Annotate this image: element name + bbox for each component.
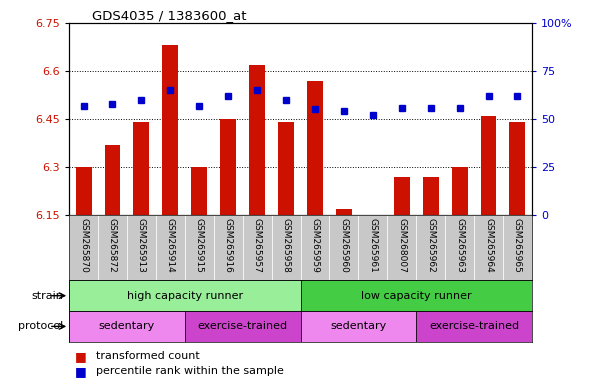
Bar bbox=[445, 215, 474, 280]
Text: GSM265965: GSM265965 bbox=[513, 218, 522, 273]
Text: exercise-trained: exercise-trained bbox=[429, 321, 519, 331]
Bar bbox=[214, 215, 243, 280]
Bar bbox=[249, 65, 265, 215]
Text: strain: strain bbox=[31, 291, 63, 301]
Bar bbox=[278, 122, 294, 215]
Bar bbox=[416, 311, 532, 342]
Bar bbox=[474, 215, 503, 280]
Text: GSM265959: GSM265959 bbox=[311, 218, 320, 273]
Bar bbox=[162, 45, 178, 215]
Bar bbox=[451, 167, 468, 215]
Bar bbox=[243, 215, 272, 280]
Bar bbox=[272, 215, 300, 280]
Bar bbox=[127, 215, 156, 280]
Text: GSM265958: GSM265958 bbox=[281, 218, 290, 273]
Text: GSM265914: GSM265914 bbox=[166, 218, 175, 272]
Bar bbox=[394, 177, 410, 215]
Bar bbox=[329, 215, 358, 280]
Bar bbox=[307, 81, 323, 215]
Bar bbox=[191, 167, 207, 215]
Text: GSM265961: GSM265961 bbox=[368, 218, 377, 273]
Bar bbox=[481, 116, 496, 215]
Text: ■: ■ bbox=[75, 365, 87, 378]
Text: GSM265870: GSM265870 bbox=[79, 218, 88, 273]
Bar bbox=[98, 215, 127, 280]
Text: GSM265957: GSM265957 bbox=[252, 218, 261, 273]
Bar bbox=[69, 215, 98, 280]
Bar bbox=[185, 215, 214, 280]
Text: GSM265963: GSM265963 bbox=[455, 218, 464, 273]
Bar bbox=[133, 122, 150, 215]
Bar bbox=[503, 215, 532, 280]
Bar bbox=[336, 209, 352, 215]
Text: protocol: protocol bbox=[18, 321, 63, 331]
Text: sedentary: sedentary bbox=[330, 321, 386, 331]
Text: ■: ■ bbox=[75, 350, 87, 363]
Bar bbox=[76, 167, 91, 215]
Bar bbox=[300, 215, 329, 280]
Text: GSM265913: GSM265913 bbox=[137, 218, 146, 273]
Bar bbox=[185, 311, 300, 342]
Bar bbox=[69, 280, 300, 311]
Text: exercise-trained: exercise-trained bbox=[198, 321, 288, 331]
Text: high capacity runner: high capacity runner bbox=[127, 291, 243, 301]
Text: transformed count: transformed count bbox=[96, 351, 200, 361]
Text: GSM265872: GSM265872 bbox=[108, 218, 117, 272]
Bar bbox=[300, 311, 416, 342]
Bar bbox=[423, 177, 439, 215]
Bar bbox=[300, 280, 532, 311]
Bar bbox=[387, 215, 416, 280]
Text: sedentary: sedentary bbox=[99, 321, 155, 331]
Text: GSM265915: GSM265915 bbox=[195, 218, 204, 273]
Bar bbox=[156, 215, 185, 280]
Bar bbox=[69, 311, 185, 342]
Text: GSM265960: GSM265960 bbox=[340, 218, 349, 273]
Text: GSM268007: GSM268007 bbox=[397, 218, 406, 273]
Text: low capacity runner: low capacity runner bbox=[361, 291, 472, 301]
Text: GDS4035 / 1383600_at: GDS4035 / 1383600_at bbox=[93, 9, 247, 22]
Bar bbox=[220, 119, 236, 215]
Bar bbox=[358, 215, 387, 280]
Bar bbox=[510, 122, 525, 215]
Text: percentile rank within the sample: percentile rank within the sample bbox=[96, 366, 284, 376]
Bar bbox=[416, 215, 445, 280]
Bar bbox=[105, 145, 120, 215]
Text: GSM265964: GSM265964 bbox=[484, 218, 493, 272]
Text: GSM265962: GSM265962 bbox=[426, 218, 435, 272]
Text: GSM265916: GSM265916 bbox=[224, 218, 233, 273]
